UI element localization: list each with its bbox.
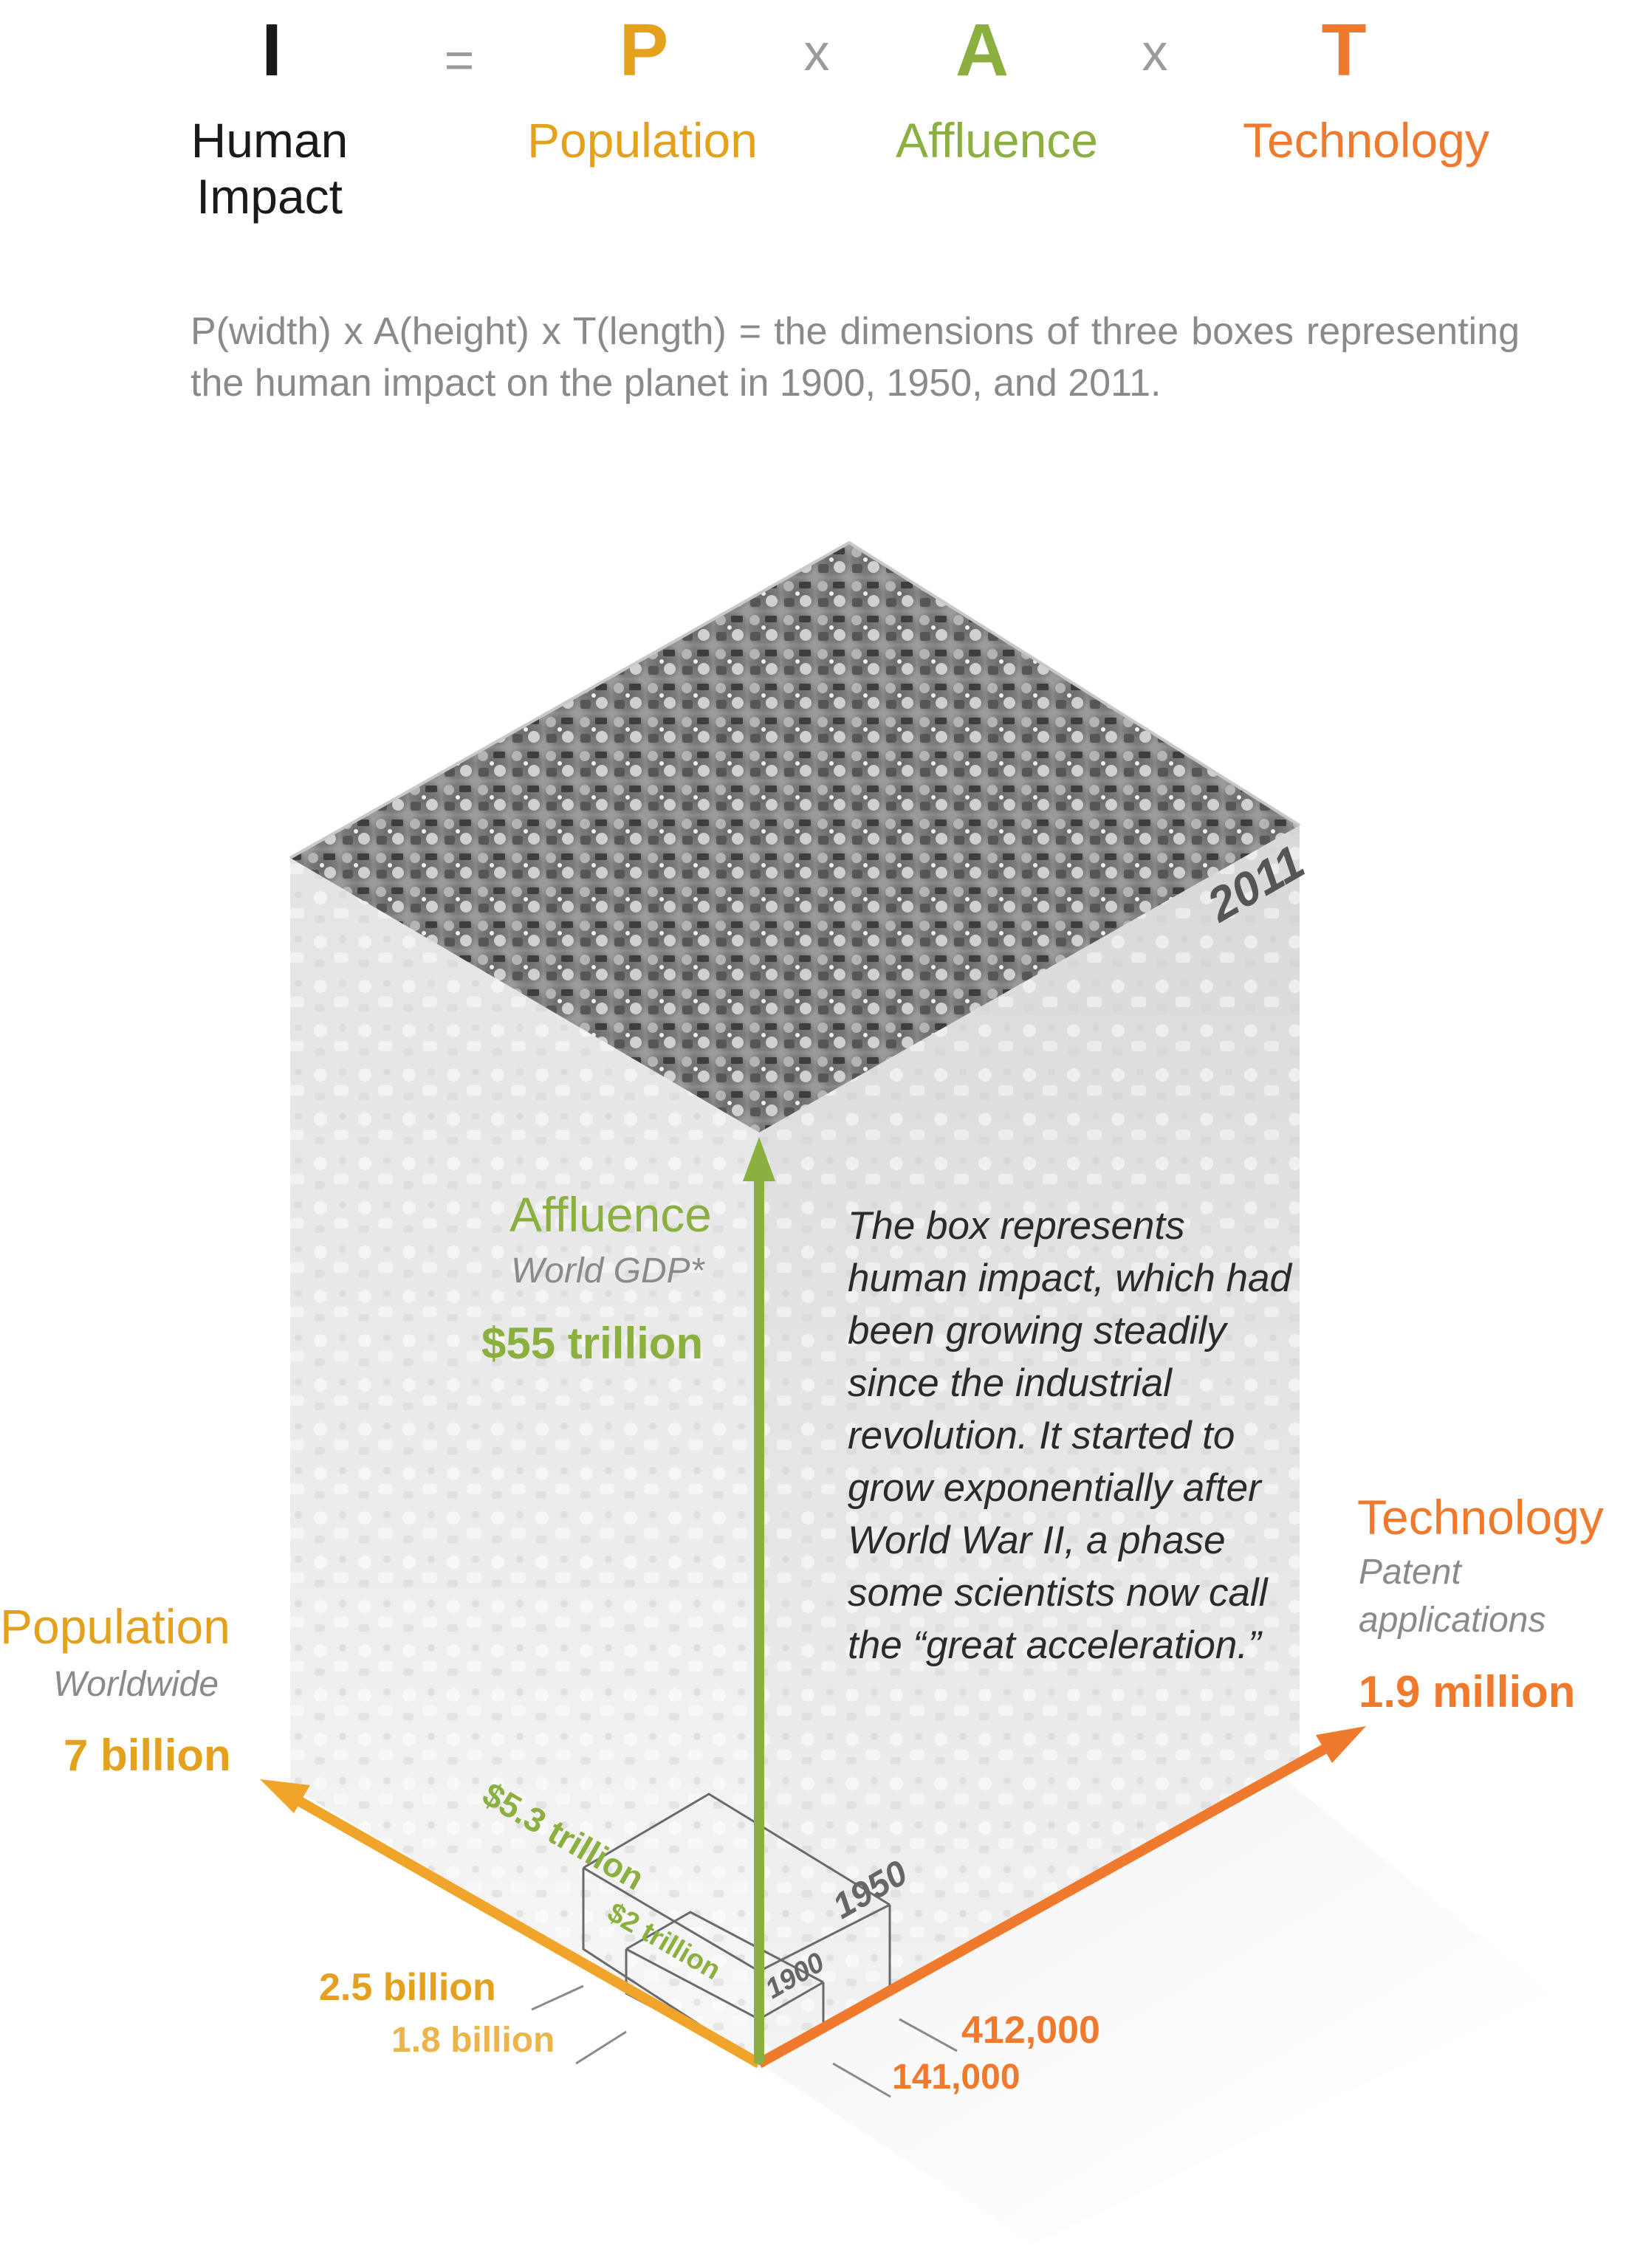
floor-shadow xyxy=(759,1779,1551,2244)
technology-arrowhead xyxy=(1316,1726,1366,1763)
box-2011-right-texture xyxy=(759,825,1300,2063)
word-human: Human xyxy=(191,113,349,168)
population-arrowhead xyxy=(260,1779,310,1813)
word-human-impact: Human Impact xyxy=(148,112,391,224)
letter-i: I xyxy=(261,9,282,92)
box-2011-top-face xyxy=(290,543,1300,1133)
letter-p: P xyxy=(619,9,669,92)
technology-subtitle: Patent applications xyxy=(1359,1549,1546,1645)
technology-1900-value: 141,000 xyxy=(892,2058,1020,2097)
story-text: The box represents human impact, which h… xyxy=(848,1204,1291,1667)
affluence-value: $55 trillion xyxy=(481,1319,704,1368)
box-2011-top-edge xyxy=(289,540,1301,859)
technology-value: 1.9 million xyxy=(1359,1667,1576,1717)
affluence-title: Affluence xyxy=(510,1187,712,1242)
word-population: Population xyxy=(527,113,758,168)
population-value: 7 billion xyxy=(64,1731,231,1780)
box-2011-left-texture xyxy=(290,858,759,2063)
technology-subtitle-line1: Patent xyxy=(1359,1553,1461,1592)
letter-t: T xyxy=(1321,9,1367,92)
population-title: Population xyxy=(0,1599,230,1654)
equals-sign: = xyxy=(444,31,475,89)
population-1900-value: 1.8 billion xyxy=(391,2021,555,2060)
letter-a: A xyxy=(955,9,1009,92)
technology-axis xyxy=(756,1737,1339,2069)
caption: P(width) x A(height) x T(length) = the d… xyxy=(191,310,1520,405)
population-1950-value: 2.5 billion xyxy=(319,1966,496,2009)
word-affluence: Affluence xyxy=(896,113,1098,168)
technology-title: Technology xyxy=(1357,1490,1604,1544)
technology-subtitle-line2: applications xyxy=(1359,1600,1546,1640)
times-sign-1: x xyxy=(803,24,830,81)
population-subtitle: Worldwide xyxy=(53,1665,219,1704)
leader-lines xyxy=(531,1984,958,2098)
times-sign-2: x xyxy=(1142,24,1168,81)
affluence-subtitle: World GDP* xyxy=(511,1251,704,1291)
technology-1950-value: 412,000 xyxy=(961,2009,1100,2052)
word-technology: Technology xyxy=(1243,113,1489,168)
word-impact: Impact xyxy=(196,169,343,224)
affluence-arrowhead xyxy=(743,1137,775,1181)
population-axis xyxy=(287,1790,762,2069)
